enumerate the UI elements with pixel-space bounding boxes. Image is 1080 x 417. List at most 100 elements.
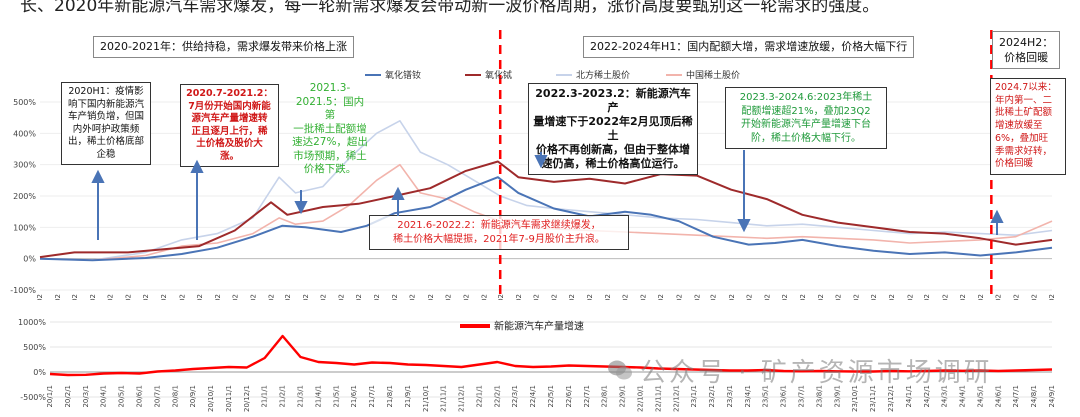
- x-tick-label: 2021-08-02: [373, 294, 381, 300]
- period-band-2022-2024: 2022-2024年H1：国内配额大增，需求增速放缓，价格大幅下行: [583, 36, 915, 58]
- x-tick-label: 23/7/1: [798, 385, 806, 408]
- annotation-2021-03-2021-05: 2021.3- 2021.5：国内第 一批稀土配额增 速达27%，超出 市场预期…: [292, 82, 368, 175]
- x-tick-label: 20/12/1: [243, 385, 251, 412]
- x-tick-label: 2024-06-02: [977, 294, 985, 300]
- x-tick-label: 2021-05-02: [319, 294, 327, 300]
- x-tick-label: 2021-07-02: [355, 294, 363, 300]
- annotation-2023-03-2024-06: 2023.3-2024.6:2023年稀土 配额增速超21%，叠加23Q2 开始…: [725, 87, 887, 149]
- x-tick-label: 2023-04-02: [728, 294, 736, 300]
- x-tick-label: 20/3/1: [82, 385, 90, 408]
- annotation-2021-06-2022-02: 2021.6-2022.2：新能源汽车需求继续爆发， 稀土价格大幅提振，2021…: [369, 215, 629, 250]
- y-tick-label: -500%: [20, 393, 46, 402]
- x-tick-label: 2020-10-02: [196, 294, 204, 300]
- x-tick-label: 20/1/1: [46, 385, 54, 408]
- x-tick-label: 2023-06-02: [763, 294, 771, 300]
- y-tick-label: 400%: [13, 129, 36, 138]
- annotation-arrows: [91, 150, 1004, 240]
- x-tick-label: 21/8/1: [386, 385, 394, 408]
- annotation-2022-03-2023-02: 2022.3-2023.2：新能源汽车产 量增速下于2022年2月见顶后稀土 价…: [528, 83, 698, 175]
- x-tick-label: 22/10/1: [636, 385, 644, 412]
- x-tick-label: 2022-09-02: [604, 294, 612, 300]
- legend-label: 新能源汽车产量增速: [494, 320, 584, 333]
- x-tick-label: 2024-04-02: [941, 294, 949, 300]
- x-tick-label: 22/8/1: [601, 385, 609, 408]
- series-line-2: [39, 160, 1053, 259]
- y-tick-label: 0%: [23, 255, 36, 264]
- x-tick-label: 23/9/1: [833, 385, 841, 408]
- x-tick-label: 20/5/1: [118, 385, 126, 408]
- x-tick-label: 2021-01-02: [249, 294, 257, 300]
- annotation-2020-07-2021-02: 2020.7-2021.2： 7月份开始国内新能 源汽车产量增速转 正且逐月上行…: [180, 84, 279, 167]
- y-tick-label: 300%: [13, 161, 36, 170]
- x-tick-label: 2022-11-02: [640, 294, 648, 300]
- x-tick-label: 21/2/1: [279, 385, 287, 408]
- x-tick-label: 20/11/1: [225, 385, 233, 412]
- x-tick-label: 2020-06-02: [125, 294, 133, 300]
- x-tick-label: 23/8/1: [815, 385, 823, 408]
- x-tick-label: 23/12/1: [887, 385, 895, 412]
- x-tick-label: 2022-07-02: [568, 294, 576, 300]
- x-tick-label: 2020-02-02: [54, 294, 62, 300]
- legend-label: 中国稀土股价: [686, 69, 740, 81]
- x-tick-label: 2022-12-02: [657, 294, 665, 300]
- x-tick-label: 2020-12-02: [231, 294, 239, 300]
- x-tick-label: 2024-10-02: [1048, 294, 1056, 300]
- x-tick-label: 22/7/1: [583, 385, 591, 408]
- x-tick-label: 2022-05-02: [532, 294, 540, 300]
- x-tick-label: 22/9/1: [619, 385, 627, 408]
- x-tick-label: 2024-03-02: [923, 294, 931, 300]
- x-tick-label: 2021-12-02: [444, 294, 452, 300]
- series-line-3: [39, 120, 1053, 262]
- x-tick-label: 23/6/1: [780, 385, 788, 408]
- x-tick-label: 2023-07-02: [781, 294, 789, 300]
- x-tick-label: 20/8/1: [171, 385, 179, 408]
- legend-label: 氧化镨钕: [385, 69, 421, 81]
- y-tick-label: 0%: [33, 368, 46, 377]
- x-tick-label: 2020-01-02: [36, 294, 44, 300]
- x-tick-label: 2021-06-02: [338, 294, 346, 300]
- x-tick-label: 2023-12-02: [870, 294, 878, 300]
- headline-text: 长、2020年新能源汽车需求爆发，每一轮新需求爆发会带动新一波价格周期，涨价高度…: [20, 0, 880, 16]
- x-tick-label: 23/5/1: [762, 385, 770, 408]
- x-tick-label: 2020-04-02: [89, 294, 97, 300]
- wechat-icon: [608, 360, 632, 380]
- x-tick-label: 2023-03-02: [710, 294, 718, 300]
- period-band-2024h2: 2024H2： 价格回暖: [992, 31, 1061, 69]
- y-tick-label: 200%: [13, 192, 36, 201]
- x-tick-label: 2024-01-02: [888, 294, 896, 300]
- x-tick-label: 2021-09-02: [391, 294, 399, 300]
- x-tick-label: 24/3/1: [941, 385, 949, 408]
- x-tick-label: 24/4/1: [959, 385, 967, 408]
- series-line-nev-growth: [49, 334, 1053, 377]
- period-band-2020-2021: 2020-2021年：供给持稳，需求爆发带来价格上涨: [93, 36, 354, 58]
- x-tick-label: 2024-02-02: [906, 294, 914, 300]
- annotation-2020h1: 2020H1：疫情影 响下国内新能源汽 车产销负增，但国 内外呵护政策频 出，稀…: [61, 82, 151, 165]
- x-tick-label: 22/3/1: [511, 385, 519, 408]
- y-tick-label: 500%: [13, 98, 36, 107]
- x-tick-label: 20/9/1: [189, 385, 197, 408]
- x-tick-label: 2021-02-02: [268, 294, 276, 300]
- x-tick-label: 22/2/1: [493, 385, 501, 408]
- x-tick-label: 21/6/1: [350, 385, 358, 408]
- x-tick-label: 21/10/1: [422, 385, 430, 412]
- x-tick-label: 2023-02-02: [693, 294, 701, 300]
- x-tick-label: 23/10/1: [851, 385, 859, 412]
- x-tick-label: 24/5/1: [976, 385, 984, 408]
- x-tick-label: 24/9/1: [1048, 385, 1056, 408]
- x-tick-label: 2020-08-02: [160, 294, 168, 300]
- x-tick-label: 2022-08-02: [586, 294, 594, 300]
- x-tick-label: 2020-11-02: [214, 294, 222, 300]
- series-line-1: [39, 176, 1053, 262]
- x-tick-label: 2023-01-02: [675, 294, 683, 300]
- y-tick-label: 100%: [13, 223, 36, 232]
- x-tick-label: 20/10/1: [207, 385, 215, 412]
- x-tick-label: 2022-02-02: [480, 294, 488, 300]
- x-tick-label: 24/2/1: [923, 385, 931, 408]
- x-tick-label: 2023-08-02: [799, 294, 807, 300]
- x-tick-label: 20/7/1: [153, 385, 161, 408]
- x-tick-label: 2024-07-02: [994, 294, 1002, 300]
- x-tick-label: 2024-05-02: [959, 294, 967, 300]
- legend-label: 氧化铽: [485, 69, 512, 81]
- x-tick-label: 22/6/1: [565, 385, 573, 408]
